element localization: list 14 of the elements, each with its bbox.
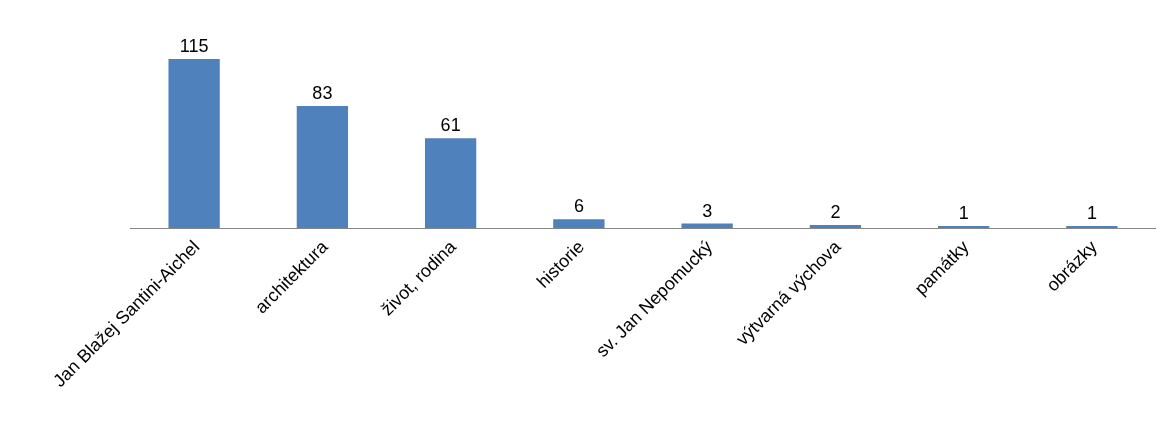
bar xyxy=(553,219,605,228)
data-label: 1 xyxy=(1086,203,1097,223)
data-label: 6 xyxy=(573,196,584,217)
bar xyxy=(296,105,349,228)
data-label: 3 xyxy=(702,200,713,221)
data-label: 2 xyxy=(830,202,841,223)
data-label: 83 xyxy=(312,82,333,103)
bar xyxy=(681,223,733,228)
data-label: 1 xyxy=(958,203,969,223)
bar xyxy=(809,225,862,228)
data-label: 61 xyxy=(440,115,461,136)
bar xyxy=(168,58,220,228)
data-label: 115 xyxy=(179,35,209,56)
bar xyxy=(424,138,477,228)
